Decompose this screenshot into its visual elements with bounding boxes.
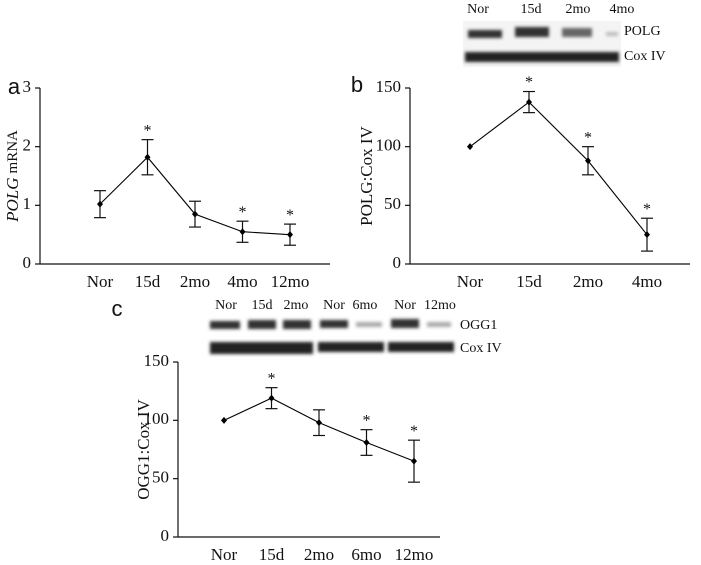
blot-lane-label: 6mo [353, 298, 378, 313]
panel-label: a [8, 74, 21, 99]
y-axis-label-text: POLG:Cox IV [357, 125, 376, 225]
blot-lane-label: 15d [521, 2, 542, 17]
x-tick-label: 2mo [180, 272, 210, 291]
y-tick-label: 0 [393, 253, 402, 272]
blot-lane-label: 4mo [610, 2, 635, 17]
data-point [287, 231, 293, 239]
data-point [192, 210, 198, 218]
x-tick-label: 6mo [351, 545, 381, 564]
blot-lane-label: 2mo [284, 298, 309, 313]
blot-lane-label: 15d [252, 298, 273, 313]
significance-marker: * [268, 370, 276, 387]
blot-lane-label: 2mo [566, 2, 591, 17]
data-point [644, 231, 650, 239]
blot-c [210, 319, 454, 354]
significance-marker: * [363, 412, 371, 429]
blot-protein-label: Cox IV [624, 49, 666, 64]
y-axis-label-italic: POLG [3, 177, 22, 222]
blot-protein-label: OGG1 [460, 318, 497, 333]
blot-lane-label: 12mo [424, 298, 456, 313]
y-axis-label: POLG mRNA [3, 130, 22, 223]
data-point [411, 457, 417, 465]
blot-lane-label: Nor [323, 298, 345, 313]
x-tick-label: 15d [259, 545, 285, 564]
x-tick-label: Nor [211, 545, 238, 564]
y-axis-label: OGG1:Cox IV [134, 398, 153, 499]
data-point [97, 200, 103, 208]
y-tick-label: 100 [144, 409, 170, 428]
y-tick-label: 1 [23, 194, 32, 213]
data-point [239, 228, 246, 236]
blot-lane-label: Nor [394, 298, 416, 313]
data-point [363, 439, 370, 446]
x-tick-label: 4mo [227, 272, 257, 291]
blot-lane-label: Nor [467, 2, 489, 17]
blot-protein-label: POLG [624, 24, 661, 39]
x-tick-label: 15d [516, 272, 542, 291]
panel-label: b [351, 72, 363, 97]
y-tick-label: 100 [376, 136, 402, 155]
significance-marker: * [525, 74, 533, 91]
data-point [526, 98, 532, 106]
significance-marker: * [286, 207, 294, 224]
y-tick-label: 3 [23, 77, 32, 96]
y-tick-label: 150 [376, 77, 402, 96]
significance-marker: * [410, 423, 418, 440]
data-point [144, 153, 151, 161]
y-tick-label: 0 [23, 253, 32, 272]
data-point [585, 157, 591, 165]
x-tick-label: 15d [135, 272, 161, 291]
blot-lane-label: Nor [215, 298, 237, 313]
data-point [268, 394, 275, 402]
significance-marker: * [239, 204, 247, 221]
y-axis-label: POLG:Cox IV [357, 125, 376, 225]
y-tick-label: 2 [23, 136, 32, 155]
data-point [221, 416, 227, 424]
y-axis-label-text: mRNA [5, 130, 21, 174]
y-tick-label: 50 [384, 194, 401, 213]
y-tick-label: 150 [144, 351, 170, 370]
data-point [467, 143, 473, 151]
significance-marker: * [144, 122, 152, 139]
blot-b [463, 21, 621, 67]
significance-marker: * [584, 129, 592, 146]
blot-protein-label: Cox IV [460, 341, 502, 356]
x-tick-label: Nor [457, 272, 484, 291]
y-tick-label: 50 [152, 468, 169, 487]
significance-marker: * [643, 201, 651, 218]
data-line [469, 101, 648, 236]
x-tick-label: 2mo [573, 272, 603, 291]
y-axis-label-text: OGG1:Cox IV [134, 398, 153, 499]
x-tick-label: 12mo [271, 272, 310, 291]
data-point [316, 419, 322, 427]
panel-label: c [112, 296, 123, 321]
x-tick-label: 12mo [395, 545, 434, 564]
x-tick-label: Nor [87, 272, 114, 291]
x-tick-label: 4mo [632, 272, 662, 291]
x-tick-label: 2mo [304, 545, 334, 564]
y-tick-label: 0 [161, 526, 170, 545]
